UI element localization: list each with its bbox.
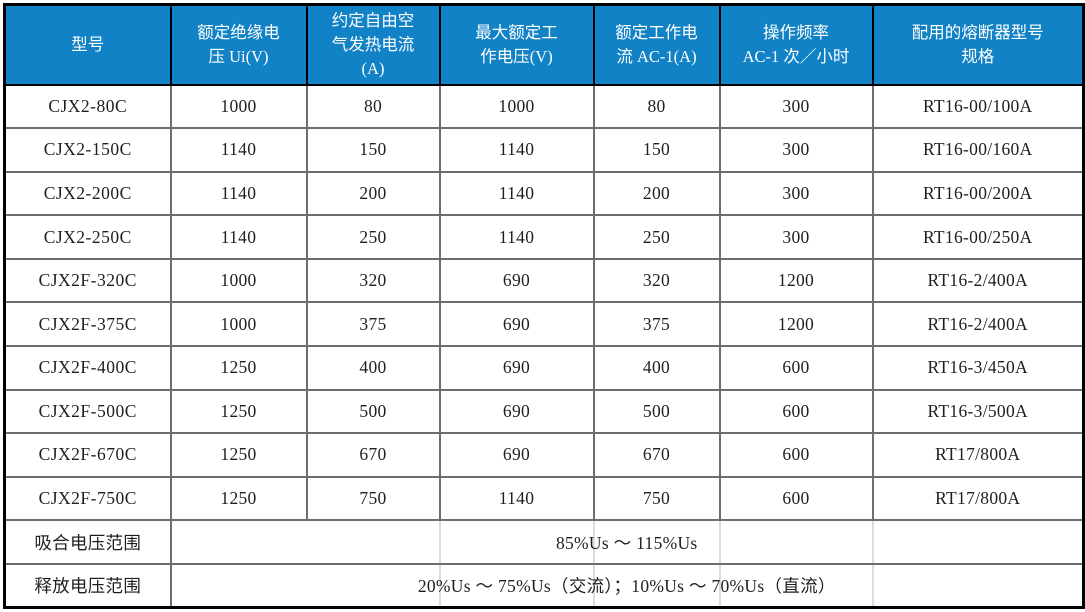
- value-cell: RT17/800A: [871, 432, 1085, 478]
- value-cell: RT16-3/500A: [871, 388, 1085, 435]
- contactor-spec-table: 型号 额定绝缘电 压 Ui(V) 约定自由空 气发热电流 (A) 最大额定工 作电压(…: [3, 3, 1085, 609]
- value-cell: 80: [305, 83, 441, 130]
- value-cell: 375: [592, 301, 721, 347]
- value-cell: RT17/800A: [871, 475, 1085, 522]
- value-cell: 200: [592, 170, 721, 217]
- value-cell: 1250: [169, 475, 308, 522]
- footer-label: 释放电压范围: [3, 562, 172, 609]
- value-cell: 250: [592, 214, 721, 260]
- table-row: CJX2F-670C 1250 670 690 670 600 RT17/800A: [3, 432, 1085, 478]
- table-row: CJX2F-400C 1250 400 690 400 600 RT16-3/450A: [3, 344, 1085, 391]
- value-cell: 750: [305, 475, 441, 522]
- value-cell: 1250: [169, 388, 308, 435]
- value-cell: 300: [718, 127, 874, 173]
- table-row: CJX2F-320C 1000 320 690 320 1200 RT16-2/400A: [3, 257, 1085, 304]
- model-cell: CJX2F-670C: [3, 432, 172, 478]
- value-cell: RT16-3/450A: [871, 344, 1085, 391]
- value-cell: 320: [592, 257, 721, 304]
- model-cell: CJX2-200C: [3, 170, 172, 217]
- table-body: CJX2-80C 1000 80 1000 80 300 RT16-00/100A CJX2-…: [3, 83, 1085, 609]
- table-row: CJX2F-375C 1000 375 690 375 1200 RT16-2/400A: [3, 301, 1085, 347]
- value-cell: 1250: [169, 432, 308, 478]
- table-row: CJX2F-750C 1250 750 1140 750 600 RT17/800A: [3, 475, 1085, 522]
- value-cell: 1140: [169, 170, 308, 217]
- table-row: CJX2-200C 1140 200 1140 200 300 RT16-00/200A: [3, 170, 1085, 217]
- column-header-2: 约定自由空 气发热电流 (A): [305, 3, 441, 86]
- table-header-row: 型号 额定绝缘电 压 Ui(V) 约定自由空 气发热电流 (A) 最大额定工 作电压(…: [3, 3, 1085, 86]
- model-cell: CJX2F-375C: [3, 301, 172, 347]
- model-cell: CJX2F-320C: [3, 257, 172, 304]
- table-row: CJX2-80C 1000 80 1000 80 300 RT16-00/100A: [3, 83, 1085, 130]
- value-cell: 690: [438, 257, 595, 304]
- value-cell: 400: [592, 344, 721, 391]
- value-cell: RT16-2/400A: [871, 301, 1085, 347]
- value-cell: 1000: [169, 83, 308, 130]
- value-cell: 600: [718, 432, 874, 478]
- value-cell: 80: [592, 83, 721, 130]
- value-cell: 500: [592, 388, 721, 435]
- column-header-1: 额定绝缘电 压 Ui(V): [169, 3, 308, 86]
- value-cell: 300: [718, 83, 874, 130]
- value-cell: 1140: [438, 475, 595, 522]
- value-cell: 690: [438, 344, 595, 391]
- value-cell: 1140: [438, 127, 595, 173]
- value-cell: 750: [592, 475, 721, 522]
- value-cell: 500: [305, 388, 441, 435]
- header-row: 型号 额定绝缘电 压 Ui(V) 约定自由空 气发热电流 (A) 最大额定工 作电压(…: [3, 3, 1085, 86]
- value-cell: 400: [305, 344, 441, 391]
- value-cell: 600: [718, 475, 874, 522]
- value-cell: 1200: [718, 301, 874, 347]
- footer-label: 吸合电压范围: [3, 519, 172, 565]
- value-cell: 690: [438, 301, 595, 347]
- model-cell: CJX2-80C: [3, 83, 172, 130]
- value-cell: 1000: [169, 301, 308, 347]
- value-cell: 250: [305, 214, 441, 260]
- value-cell: 1200: [718, 257, 874, 304]
- value-cell: 1140: [169, 127, 308, 173]
- value-cell: 670: [592, 432, 721, 478]
- footer-row: 吸合电压范围 85%Us ～ 115%Us: [3, 519, 1085, 565]
- model-cell: CJX2-150C: [3, 127, 172, 173]
- model-cell: CJX2-250C: [3, 214, 172, 260]
- value-cell: 1140: [169, 214, 308, 260]
- value-cell: RT16-00/250A: [871, 214, 1085, 260]
- value-cell: 1140: [438, 170, 595, 217]
- value-cell: 690: [438, 388, 595, 435]
- value-cell: 300: [718, 170, 874, 217]
- column-header-6: 配用的熔断器型号 规格: [871, 3, 1085, 86]
- value-cell: RT16-2/400A: [871, 257, 1085, 304]
- table-row: CJX2-150C 1140 150 1140 150 300 RT16-00/160A: [3, 127, 1085, 173]
- footer-value: 85%Us ～ 115%Us: [169, 519, 1085, 565]
- value-cell: 600: [718, 344, 874, 391]
- table-row: CJX2-250C 1140 250 1140 250 300 RT16-00/250A: [3, 214, 1085, 260]
- model-cell: CJX2F-500C: [3, 388, 172, 435]
- value-cell: 150: [305, 127, 441, 173]
- model-cell: CJX2F-750C: [3, 475, 172, 522]
- column-header-4: 额定工作电 流 AC-1(A): [592, 3, 721, 86]
- value-cell: 1000: [169, 257, 308, 304]
- column-header-0: 型号: [3, 3, 172, 86]
- column-header-3: 最大额定工 作电压(V): [438, 3, 595, 86]
- footer-row: 释放电压范围 20%Us ～ 75%Us（交流）；10%Us ～ 70%Us（直流…: [3, 562, 1085, 609]
- table-row: CJX2F-500C 1250 500 690 500 600 RT16-3/500A: [3, 388, 1085, 435]
- value-cell: 1140: [438, 214, 595, 260]
- value-cell: 1250: [169, 344, 308, 391]
- value-cell: 600: [718, 388, 874, 435]
- footer-value: 20%Us ～ 75%Us（交流）；10%Us ～ 70%Us（直流）: [169, 562, 1085, 609]
- value-cell: 690: [438, 432, 595, 478]
- value-cell: 320: [305, 257, 441, 304]
- value-cell: 670: [305, 432, 441, 478]
- value-cell: 375: [305, 301, 441, 347]
- value-cell: RT16-00/160A: [871, 127, 1085, 173]
- value-cell: 300: [718, 214, 874, 260]
- column-header-5: 操作频率 AC-1 次／小时: [718, 3, 874, 86]
- value-cell: 200: [305, 170, 441, 217]
- value-cell: RT16-00/100A: [871, 83, 1085, 130]
- value-cell: 150: [592, 127, 721, 173]
- value-cell: RT16-00/200A: [871, 170, 1085, 217]
- model-cell: CJX2F-400C: [3, 344, 172, 391]
- value-cell: 1000: [438, 83, 595, 130]
